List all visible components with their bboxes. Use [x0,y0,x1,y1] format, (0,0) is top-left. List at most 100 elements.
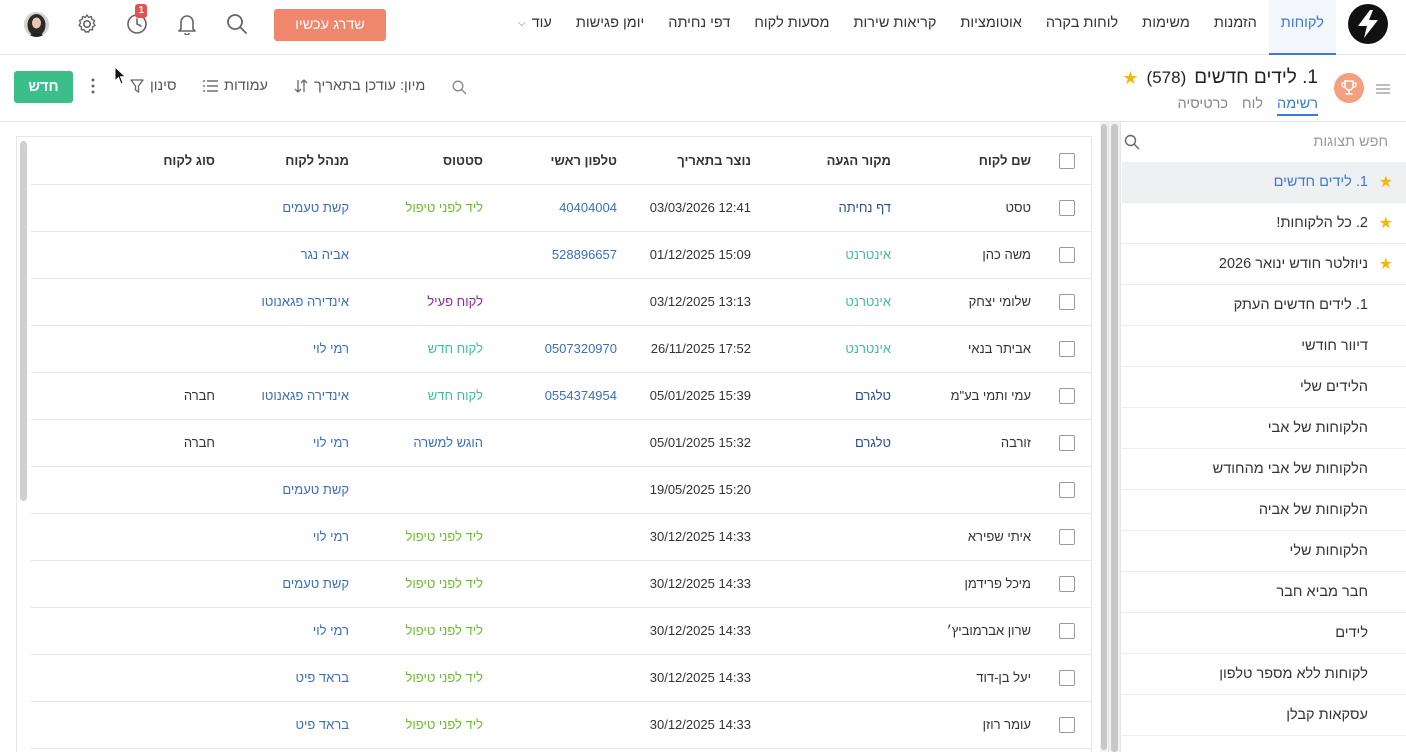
row-checkbox[interactable] [1059,528,1075,545]
row-checkbox[interactable] [1059,481,1075,498]
table-row[interactable]: טסט דף נחיתה 12:41 03/03/2026 40404004 ליד ל… [31,184,1091,232]
customer-name-cell[interactable]: עומר רוזן [903,701,1043,749]
phone-cell[interactable] [495,419,629,467]
sort-button[interactable]: מיון: עודכן בתאריך [294,78,425,94]
sidebar-view-item[interactable]: 1. לידים חדשים העתק [1122,285,1406,326]
main-scrollbar[interactable] [1100,122,1108,752]
table-row[interactable]: מיכל פרידמן 14:33 30/12/2025 ליד לפני טיפו… [31,560,1091,608]
nav-item-4[interactable]: אוטומציות [948,0,1034,55]
customer-name-cell[interactable]: איתי שפירא [903,513,1043,561]
nav-item-8[interactable]: יומן פגישות [564,0,656,55]
select-all-checkbox[interactable] [1059,152,1075,169]
column-header[interactable]: מקור הגעה [763,137,903,185]
column-header[interactable]: נוצר בתאריך [629,137,763,185]
manager-cell[interactable]: אינדירה פגאנוטו [227,372,361,420]
column-header[interactable]: טלפון ראשי [495,137,629,185]
bell-icon[interactable] [175,12,199,36]
tab-list[interactable]: רשימה [1277,96,1318,116]
nav-item-1[interactable]: הזמנות [1202,0,1269,55]
row-checkbox[interactable] [1059,246,1075,263]
column-header[interactable]: סטטוס [361,137,495,185]
nav-item-2[interactable]: משימות [1130,0,1202,55]
column-header[interactable]: שם לקוח [903,137,1043,185]
sidebar-view-item[interactable]: הלקוחות שלי [1122,531,1406,572]
manager-cell[interactable]: בראד פיט [227,654,361,702]
customer-name-cell[interactable]: שלומי יצחק [903,278,1043,326]
table-search-icon[interactable] [452,80,467,95]
manager-cell[interactable]: קשת טעמים [227,560,361,608]
table-row[interactable]: איתי שפירא 14:33 30/12/2025 ליד לפני טיפול… [31,513,1091,561]
more-options-icon[interactable] [90,78,96,94]
nav-item-7[interactable]: דפי נחיתה [656,0,742,55]
row-checkbox[interactable] [1059,575,1075,592]
customer-name-cell[interactable] [903,466,1043,514]
column-header[interactable]: מנהל לקוח [227,137,361,185]
phone-cell[interactable] [495,466,629,514]
phone-cell[interactable] [495,654,629,702]
sidebar-view-item[interactable]: ★ 1. לידים חדשים [1122,162,1406,203]
table-row[interactable]: יעל בן-דוד 14:33 30/12/2025 ליד לפני טיפול… [31,654,1091,702]
search-icon[interactable] [225,12,249,36]
nav-item-9[interactable]: עוד ⌵ [506,0,564,55]
column-header[interactable]: סוג לקוח [31,137,227,185]
table-row[interactable]: אביתר בנאי אינטרנט 17:52 26/11/2025 0507320… [31,325,1091,373]
customer-name-cell[interactable]: אביתר בנאי [903,325,1043,373]
app-logo[interactable] [1348,4,1388,44]
manager-cell[interactable]: אינדירה פגאנוטו [227,278,361,326]
columns-button[interactable]: עמודות [203,78,268,94]
nav-item-0[interactable]: לקוחות [1268,0,1336,55]
sidebar-view-item[interactable]: חבר מביא חבר [1122,572,1406,613]
manager-cell[interactable]: רמי לוי [227,513,361,561]
sidebar-view-item[interactable]: הלידים שלי [1122,367,1406,408]
table-row[interactable]: משה כהן אינטרנט 15:09 01/12/2025 528896657 א… [31,231,1091,279]
favorite-star-icon[interactable]: ★ [1122,67,1139,88]
star-icon[interactable]: ★ [1378,256,1393,273]
manager-cell[interactable]: בראד פיט [227,701,361,749]
sidebar-view-item[interactable]: הלקוחות של אבי מהחודש [1122,449,1406,490]
sidebar-view-item[interactable]: הלקוחות של אביה [1122,490,1406,531]
history-icon[interactable]: 1 [125,4,149,36]
sidebar-view-item[interactable]: הלקוחות של אבי [1122,408,1406,449]
filter-button[interactable]: סינון [130,78,176,94]
new-record-button[interactable]: חדש [14,71,73,103]
row-checkbox[interactable] [1059,340,1075,357]
phone-cell[interactable] [495,560,629,608]
manager-cell[interactable]: קשת טעמים [227,466,361,514]
manager-cell[interactable]: רמי לוי [227,325,361,373]
menu-icon[interactable] [1376,81,1390,94]
table-row[interactable]: עומר רוזן 14:33 30/12/2025 ליד לפני טיפול ב… [31,701,1091,749]
manager-cell[interactable]: קשת טעמים [227,184,361,232]
user-avatar[interactable] [24,12,49,37]
sidebar-view-item[interactable]: עסקאות קבלן [1122,695,1406,736]
tab-card[interactable]: כרטיסיה [1177,96,1229,112]
row-checkbox[interactable] [1059,716,1075,733]
nav-item-3[interactable]: לוחות בקרה [1034,0,1130,55]
table-row[interactable]: עמי ותמי בע"מ טלגרם 15:39 05/01/2025 055437… [31,372,1091,420]
phone-cell[interactable]: 40404004 [495,184,629,232]
customer-name-cell[interactable]: זורבה [903,419,1043,467]
table-scrollbar[interactable] [20,141,27,501]
phone-cell[interactable] [495,513,629,561]
gear-icon[interactable] [75,12,99,36]
manager-cell[interactable]: רמי לוי [227,419,361,467]
row-checkbox[interactable] [1059,387,1075,404]
sidebar-view-item[interactable]: ★ 2. כל הלקוחות! [1122,203,1406,244]
customer-name-cell[interactable]: יעל בן-דוד [903,654,1043,702]
row-checkbox[interactable] [1059,293,1075,310]
nav-item-5[interactable]: קריאות שירות [842,0,949,55]
customer-name-cell[interactable]: עמי ותמי בע"מ [903,372,1043,420]
phone-cell[interactable] [495,607,629,655]
manager-cell[interactable]: אביה נגר [227,231,361,279]
sidebar-view-item[interactable]: לקוחות ללא מספר טלפון [1122,654,1406,695]
table-row[interactable]: 15:20 19/05/2025 קשת טעמים [31,466,1091,514]
phone-cell[interactable]: 528896657 [495,231,629,279]
sidebar-view-item[interactable]: ★ ניוזלטר חודש ינואר 2026 [1122,244,1406,285]
table-row[interactable]: זורבה טלגרם 15:32 05/01/2025 הוגש למשרה רמי … [31,419,1091,467]
row-checkbox[interactable] [1059,434,1075,451]
phone-cell[interactable]: 0507320970 [495,325,629,373]
sidebar-scrollbar[interactable] [1109,122,1121,752]
views-search-input[interactable]: חפש תצוגות [1313,134,1388,150]
sidebar-view-item[interactable]: לידים [1122,613,1406,654]
row-checkbox[interactable] [1059,622,1075,639]
phone-cell[interactable] [495,278,629,326]
